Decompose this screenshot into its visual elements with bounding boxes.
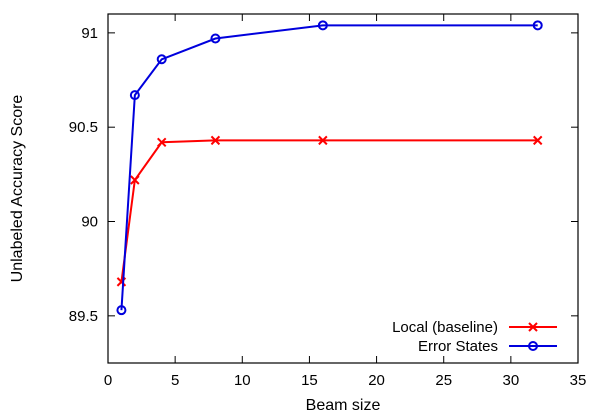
data-point-error-states: [210, 33, 221, 44]
legend-label-error-states: Error States: [418, 338, 498, 355]
plot-frame: [107, 13, 579, 364]
data-point-error-states: [317, 20, 328, 31]
series-line-local-baseline: [120, 139, 538, 283]
x-tick-label: 20: [368, 372, 385, 389]
x-tick-label: 5: [171, 372, 179, 389]
data-point-local-baseline: [318, 135, 328, 146]
data-point-error-states: [156, 54, 167, 65]
data-point-local-baseline: [157, 137, 167, 147]
legend-label-local-baseline: Local (baseline): [392, 319, 498, 336]
y-tick-label: 91: [81, 25, 98, 42]
data-point-local-baseline: [533, 135, 543, 146]
x-tick-label: 30: [503, 372, 520, 389]
data-point-local-baseline: [210, 135, 221, 146]
y-tick-label: 89.5: [69, 308, 98, 325]
legend-marker-local-baseline: [528, 322, 538, 332]
data-point-error-states: [129, 90, 140, 101]
series-lines: [116, 20, 543, 316]
x-tick-label: 0: [104, 372, 112, 389]
data-point-error-states: [116, 305, 127, 316]
x-tick-label: 25: [435, 372, 452, 389]
axis-ticks: [107, 14, 579, 363]
legend: Local (baseline) Error States: [392, 319, 557, 355]
data-point-error-states: [532, 20, 543, 31]
y-tick-label: 90.5: [69, 119, 98, 136]
x-tick-label: 35: [570, 372, 587, 389]
x-axis-label: Beam size: [306, 397, 381, 414]
y-tick-label: 90: [81, 214, 98, 231]
y-axis-label: Unlabeled Accuracy Score: [9, 95, 26, 283]
legend-marker-error-states: [528, 341, 538, 351]
x-tick-label: 10: [234, 372, 251, 389]
data-point-local-baseline: [130, 175, 140, 185]
series-line-error-states: [120, 24, 538, 311]
x-tick-label: 15: [301, 372, 318, 389]
tick-labels: 0 5 10 15 20 25 30 35 89.5 90 90.5 91: [69, 25, 587, 389]
